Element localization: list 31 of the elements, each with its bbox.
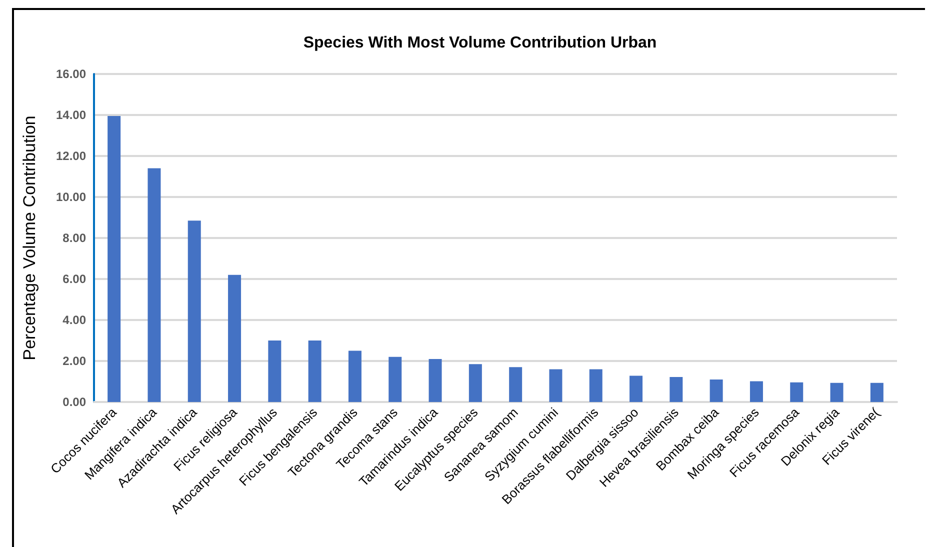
bar	[830, 382, 844, 402]
y-tick-label: 12.00	[56, 149, 86, 163]
bar	[388, 356, 402, 402]
y-tick-label: 14.00	[56, 108, 86, 122]
bar	[509, 367, 522, 402]
bar	[630, 376, 643, 402]
y-tick-label: 10.00	[56, 190, 86, 204]
y-tick-label: 6.00	[62, 272, 86, 286]
bar	[188, 220, 201, 402]
bar	[148, 168, 161, 402]
bar	[589, 369, 602, 402]
y-tick-label: 0.00	[62, 395, 86, 409]
bar	[549, 369, 562, 402]
bar	[308, 340, 322, 402]
y-tick-label: 2.00	[62, 354, 86, 368]
chart-title: Species With Most Volume Contribution Urban	[303, 34, 657, 52]
bar	[428, 358, 442, 402]
bar	[870, 382, 884, 402]
y-axis-title: Percentage Volume Contribution	[20, 116, 39, 360]
y-tick-label: 16.00	[56, 67, 86, 81]
bar	[790, 382, 804, 402]
bar	[670, 376, 683, 402]
bar	[268, 340, 282, 402]
bar	[348, 350, 362, 402]
bar	[468, 364, 482, 402]
y-tick-label: 8.00	[62, 231, 86, 245]
y-tick-label: 4.00	[62, 313, 86, 327]
bar	[108, 116, 121, 402]
bar	[228, 274, 242, 402]
bar	[710, 379, 723, 402]
bar	[750, 381, 763, 402]
